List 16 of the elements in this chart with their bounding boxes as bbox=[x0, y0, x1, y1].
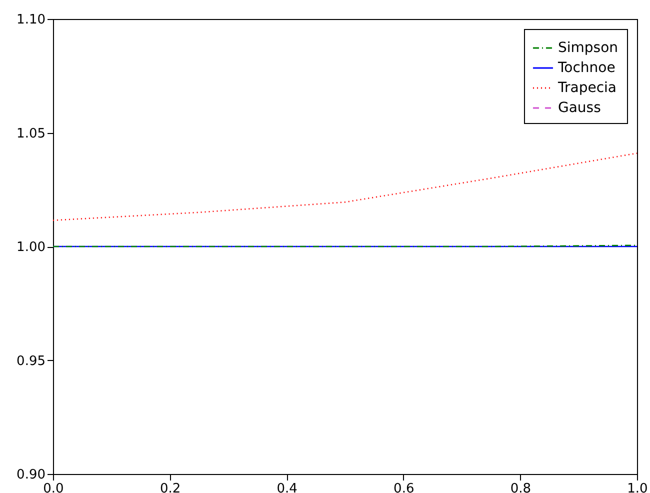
y-tick-label: 1.00 bbox=[16, 240, 46, 255]
x-tick-label: 0.2 bbox=[160, 482, 181, 493]
x-tick-label: 0.0 bbox=[43, 482, 64, 493]
line-series bbox=[52, 152, 638, 221]
legend-label: Gauss bbox=[558, 100, 601, 116]
x-tick-label: 0.8 bbox=[510, 482, 532, 493]
y-tick-label: 1.10 bbox=[16, 12, 46, 28]
y-tick-label: 0.95 bbox=[16, 354, 46, 369]
legend-label: Simpson bbox=[558, 40, 618, 56]
x-tick-label: 0.6 bbox=[394, 482, 414, 493]
y-tick-label: 1.05 bbox=[16, 126, 46, 142]
y-tick-label: 0.90 bbox=[16, 468, 46, 482]
x-tick-label: 1.0 bbox=[627, 482, 648, 493]
legend-label: Trapecia bbox=[557, 80, 616, 96]
x-tick-label: 0.4 bbox=[276, 482, 298, 493]
legend-label: Tochnoe bbox=[557, 60, 616, 76]
